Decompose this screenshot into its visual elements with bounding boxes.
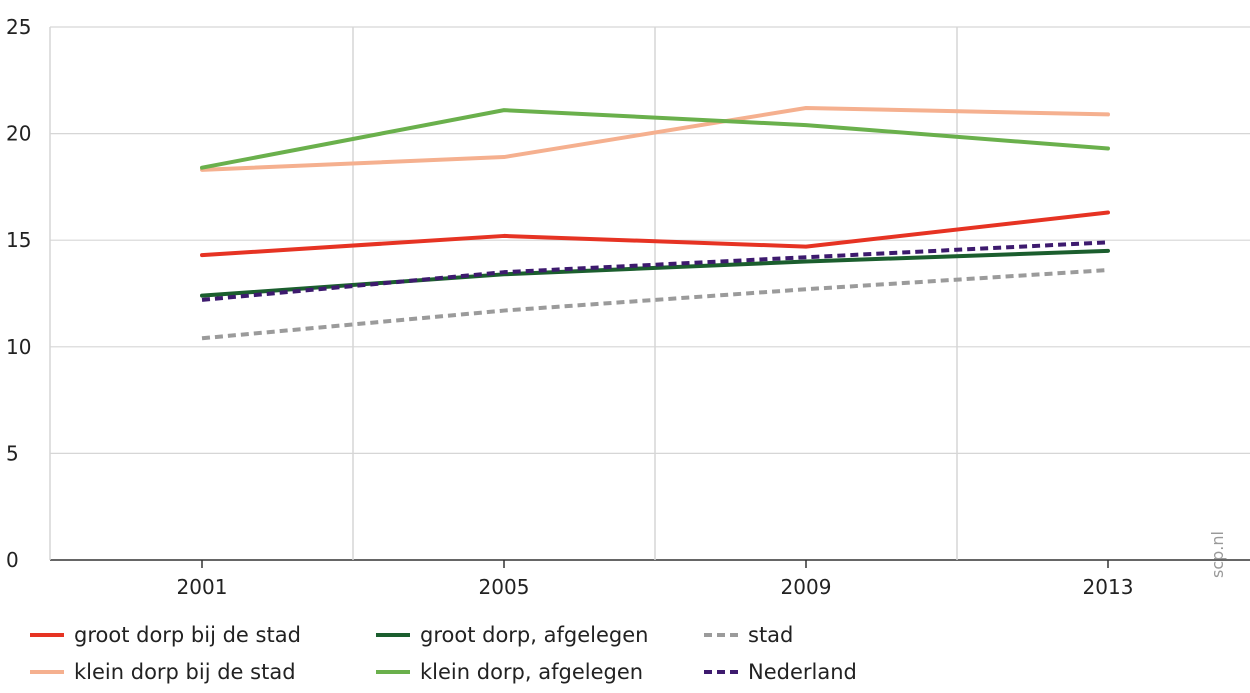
y-tick-label: 0 — [6, 548, 19, 572]
legend-label: groot dorp, afgelegen — [420, 623, 649, 647]
legend-item-groot-dorp-afgelegen: groot dorp, afgelegen — [376, 620, 648, 650]
series-line-groot-dorp-bij-de-stad — [200, 210, 1110, 258]
series-line-stad — [201, 268, 1109, 341]
legend-label: klein dorp bij de stad — [74, 660, 296, 684]
legend-swatch — [376, 633, 410, 637]
y-tick-label: 10 — [6, 335, 31, 359]
y-tick-label: 20 — [6, 122, 31, 146]
legend-item-groot-dorp-bij-de-stad: groot dorp bij de stad — [30, 620, 301, 650]
y-tick-label: 25 — [6, 15, 31, 39]
x-tick-label: 2009 — [781, 575, 832, 599]
x-tick-label: 2013 — [1083, 575, 1134, 599]
legend-swatch — [30, 670, 64, 674]
y-axis-tick-labels: 0 5 10 15 20 25 — [6, 15, 31, 572]
legend-item-klein-dorp-afgelegen: klein dorp, afgelegen — [376, 657, 643, 687]
legend-swatch — [30, 633, 64, 637]
legend-swatch — [704, 670, 738, 674]
y-tick-label: 15 — [6, 228, 31, 252]
y-tick-label: 5 — [6, 441, 19, 465]
legend: groot dorp bij de stad klein dorp bij de… — [30, 620, 930, 690]
x-tick-label: 2005 — [479, 575, 530, 599]
series-line-nederland — [201, 240, 1109, 302]
legend-item-stad: stad — [704, 620, 793, 650]
legend-label: stad — [748, 623, 794, 647]
series-line-klein-dorp-bij-de-stad — [200, 106, 1110, 172]
legend-swatch — [704, 633, 738, 637]
series-lines — [200, 106, 1110, 341]
legend-swatch — [376, 670, 410, 674]
line-chart: 0 5 10 15 20 25 2001 2005 2009 2013 — [6, 15, 1250, 599]
legend-label: Nederland — [748, 660, 857, 684]
x-axis-tick-labels: 2001 2005 2009 2013 — [177, 575, 1134, 599]
legend-item-nederland: Nederland — [704, 657, 857, 687]
legend-label: klein dorp, afgelegen — [420, 660, 644, 684]
series-line-klein-dorp-afgelegen — [200, 108, 1110, 170]
source-watermark: scp.nl — [1208, 531, 1227, 578]
legend-label: groot dorp bij de stad — [74, 623, 301, 647]
series-line-groot-dorp-afgelegen — [200, 248, 1110, 298]
x-tick-label: 2001 — [177, 575, 228, 599]
legend-item-klein-dorp-bij-de-stad: klein dorp bij de stad — [30, 657, 296, 687]
